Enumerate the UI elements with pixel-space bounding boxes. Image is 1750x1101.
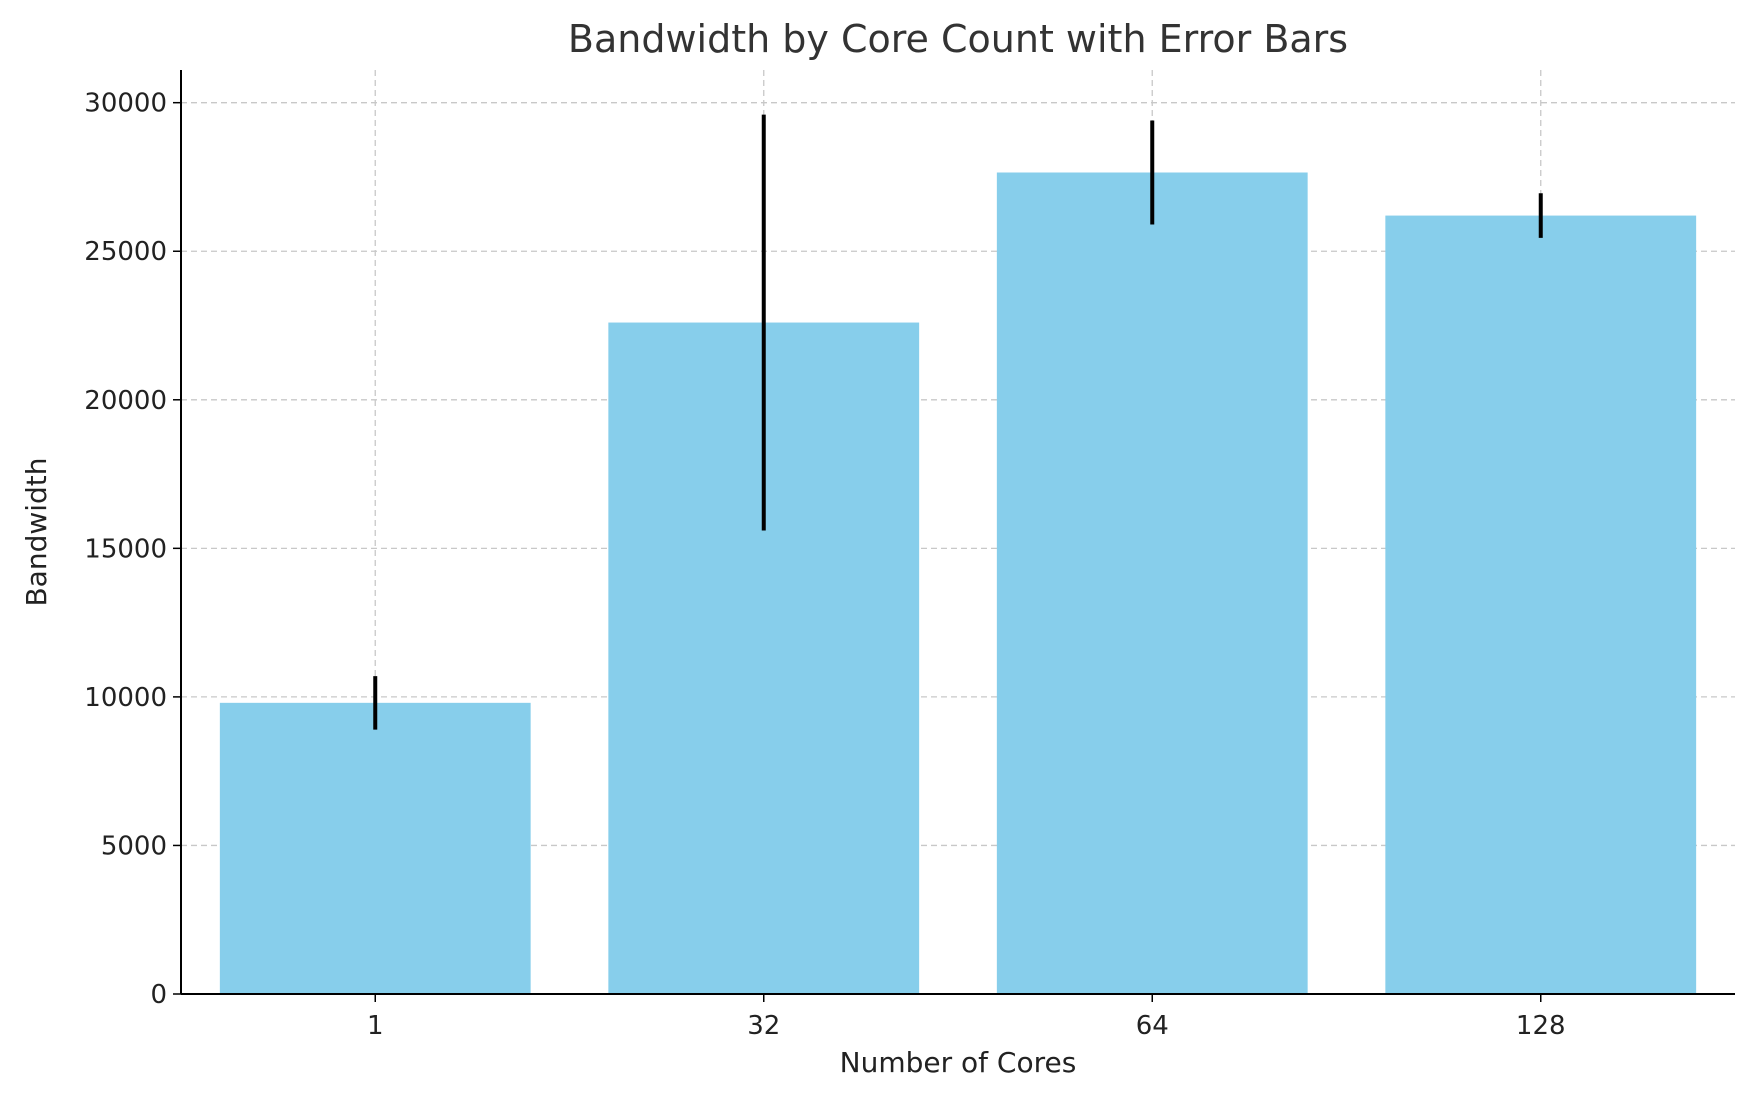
- y-tick-label: 10000: [84, 683, 167, 713]
- y-tick-label: 25000: [84, 237, 167, 267]
- chart-title: Bandwidth by Core Count with Error Bars: [568, 17, 1348, 61]
- x-tick-label: 1: [367, 1011, 384, 1041]
- y-axis-label: Bandwidth: [20, 457, 53, 606]
- x-ticks: 1 32 64 128: [367, 994, 1566, 1041]
- bar-64: [996, 172, 1308, 995]
- x-axis-label: Number of Cores: [840, 1046, 1077, 1079]
- y-tick-label: 30000: [84, 89, 167, 119]
- error-bars: [373, 114, 1543, 730]
- bar-1: [219, 702, 531, 994]
- x-tick-label: 128: [1516, 1011, 1566, 1041]
- y-ticks: 0 5000 10000 15000 20000 25000 30000: [84, 89, 181, 1010]
- y-tick-label: 15000: [84, 534, 167, 564]
- x-tick-label: 64: [1136, 1011, 1169, 1041]
- y-tick-label: 0: [150, 980, 167, 1010]
- bars: [219, 172, 1697, 995]
- bar-128: [1385, 215, 1697, 994]
- y-tick-label: 20000: [84, 386, 167, 416]
- y-tick-label: 5000: [101, 831, 167, 861]
- x-tick-label: 32: [747, 1011, 780, 1041]
